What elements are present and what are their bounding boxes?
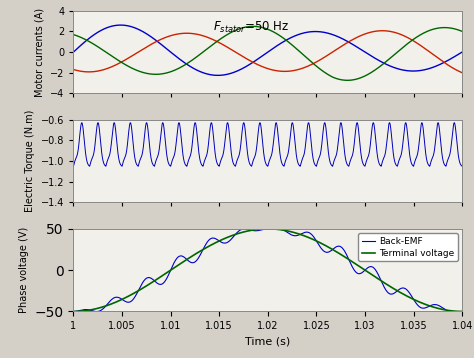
Terminal voltage <box>71 309 76 314</box>
Text: $\mathit{F}_{stator}$=50 Hz: $\mathit{F}_{stator}$=50 Hz <box>213 20 290 35</box>
Terminal voltage <box>318 241 323 245</box>
Terminal voltage <box>459 309 465 314</box>
Legend: Back-EMF, Terminal voltage: Back-EMF, Terminal voltage <box>358 233 457 261</box>
Back-EMF <box>459 309 465 314</box>
Back-EMF <box>359 271 365 275</box>
Y-axis label: Motor currents (A): Motor currents (A) <box>35 8 45 97</box>
Back-EMF <box>301 231 306 235</box>
Terminal voltage <box>265 227 271 231</box>
Terminal voltage <box>90 307 96 311</box>
Back-EMF <box>90 309 96 313</box>
Back-EMF <box>274 226 280 230</box>
Terminal voltage <box>301 233 306 238</box>
Back-EMF <box>450 310 456 314</box>
X-axis label: Time (s): Time (s) <box>245 337 291 347</box>
Terminal voltage <box>211 241 217 246</box>
Back-EMF <box>71 309 76 314</box>
Line: Back-EMF: Back-EMF <box>73 228 462 312</box>
Back-EMF <box>380 281 385 286</box>
Terminal voltage <box>359 266 365 270</box>
Y-axis label: Phase voltage (V): Phase voltage (V) <box>19 227 29 313</box>
Back-EMF <box>211 236 217 240</box>
Line: Terminal voltage: Terminal voltage <box>73 229 462 311</box>
Back-EMF <box>318 245 323 250</box>
Y-axis label: Electric Torque (N.m): Electric Torque (N.m) <box>26 110 36 212</box>
Terminal voltage <box>380 280 385 284</box>
